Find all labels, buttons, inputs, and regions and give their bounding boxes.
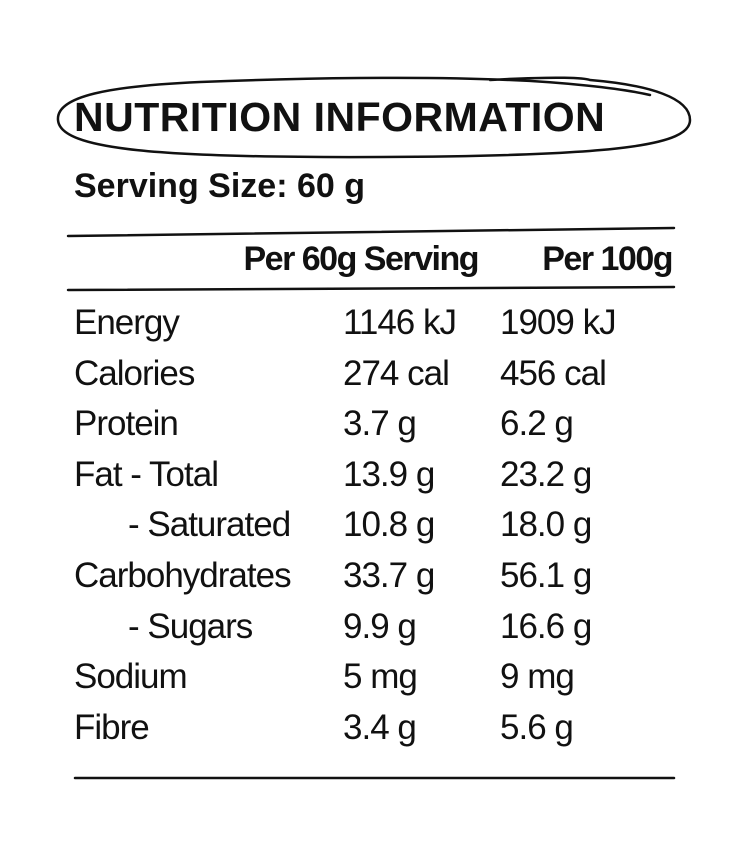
per-serving-value: 1146 kJ <box>343 303 457 342</box>
per-100g-value: 23.2 g <box>500 454 592 494</box>
table-row: Sodium 5 mg 9 mg <box>0 657 750 707</box>
table-row: Calories 274 cal 456 cal <box>0 354 750 404</box>
nutrient-label: Energy <box>74 303 180 342</box>
table-row: - Sugars 9.9 g 16.6 g <box>0 607 750 657</box>
per-serving-value: 274 cal <box>343 353 450 393</box>
table-row: Carbohydrates 33.7 g 56.1 g <box>0 556 750 606</box>
nutrient-label: Carbohydrates <box>74 556 292 595</box>
title-ellipse <box>56 76 692 159</box>
per-serving-value: 3.4 g <box>343 707 417 747</box>
table-row: Protein 3.7 g 6.2 g <box>0 404 750 454</box>
column-header-per-100g: Per 100g <box>542 240 673 278</box>
title: NUTRITION INFORMATION <box>74 94 606 140</box>
per-100g-value: 18.0 g <box>500 505 592 545</box>
per-serving-value: 9.9 g <box>343 606 417 646</box>
per-serving-value: 33.7 g <box>343 556 435 595</box>
per-serving-value: 3.7 g <box>343 404 417 444</box>
divider-header <box>66 285 676 292</box>
column-header-per-serving: Per 60g Serving <box>243 240 479 278</box>
per-100g-value: 56.1 g <box>500 556 592 595</box>
per-100g-value: 6.2 g <box>500 404 574 444</box>
per-100g-value: 16.6 g <box>500 606 592 646</box>
nutrient-label: - Sugars <box>128 606 253 646</box>
per-100g-value: 9 mg <box>500 657 575 697</box>
nutrient-label: Fat - Total <box>74 454 219 494</box>
per-100g-value: 456 cal <box>500 353 607 393</box>
table-row: - Saturated 10.8 g 18.0 g <box>0 505 750 555</box>
per-100g-value: 1909 kJ <box>500 303 617 342</box>
table-row: Fibre 3.4 g 5.6 g <box>0 708 750 758</box>
table-row: Energy 1146 kJ 1909 kJ <box>0 303 750 353</box>
serving-size: Serving Size: 60 g <box>74 167 365 205</box>
per-serving-value: 13.9 g <box>343 454 435 494</box>
per-100g-value: 5.6 g <box>500 707 574 747</box>
per-serving-value: 10.8 g <box>343 505 435 545</box>
nutrient-label: Calories <box>74 353 195 393</box>
table-row: Fat - Total 13.9 g 23.2 g <box>0 455 750 505</box>
per-serving-value: 5 mg <box>343 657 418 697</box>
nutrient-label: Sodium <box>74 657 188 697</box>
divider-top <box>66 226 676 238</box>
nutrient-label: Fibre <box>74 707 150 747</box>
nutrient-label: - Saturated <box>128 505 291 545</box>
nutrient-label: Protein <box>74 404 179 444</box>
